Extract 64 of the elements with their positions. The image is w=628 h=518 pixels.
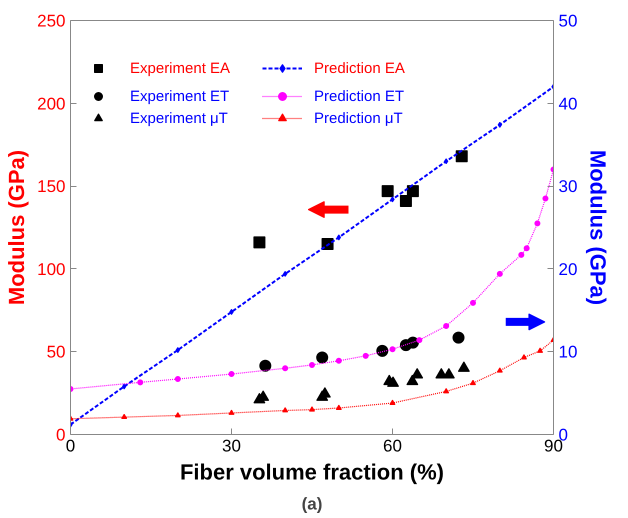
point xyxy=(376,344,388,357)
x-tick-label: 30 xyxy=(222,436,241,456)
point xyxy=(362,352,369,359)
legend-label: Experiment μT xyxy=(130,110,229,126)
point xyxy=(282,365,288,372)
point xyxy=(282,407,288,412)
y-tick-label: 200 xyxy=(37,94,66,114)
point xyxy=(390,400,396,405)
point xyxy=(121,414,128,420)
y-tick-label: 250 xyxy=(37,12,66,30)
point xyxy=(443,323,450,330)
point xyxy=(336,358,342,364)
point xyxy=(390,346,396,352)
point xyxy=(309,362,315,368)
point xyxy=(174,412,181,418)
legend-label: Prediction μT xyxy=(314,110,404,126)
point xyxy=(382,185,394,198)
point xyxy=(411,368,424,379)
point xyxy=(229,308,234,315)
text: (a) xyxy=(302,494,322,514)
point xyxy=(406,185,419,198)
point xyxy=(253,236,266,248)
y2-tick-label: 20 xyxy=(558,260,578,279)
point xyxy=(456,150,468,162)
point xyxy=(387,376,400,387)
point xyxy=(458,361,470,372)
point xyxy=(518,252,524,258)
point xyxy=(316,352,328,364)
point xyxy=(443,388,450,394)
y2-tick-label: 10 xyxy=(558,342,578,362)
x-axis-title: Fiber volume fraction (%) xyxy=(180,460,444,484)
point xyxy=(416,337,422,344)
point xyxy=(470,380,476,386)
point xyxy=(390,196,395,202)
point xyxy=(336,404,342,410)
legend-label: Experiment EA xyxy=(130,60,232,76)
point xyxy=(542,196,548,202)
point xyxy=(496,270,503,277)
point xyxy=(137,379,144,386)
point xyxy=(228,410,234,415)
point xyxy=(259,360,272,372)
y-axis-title: Modulus (GPa) xyxy=(4,150,30,306)
y2-axis-title: Modulus (GPa) xyxy=(585,150,610,306)
point xyxy=(524,245,530,252)
y2-tick-label: 40 xyxy=(558,94,578,114)
point xyxy=(400,195,412,208)
point xyxy=(520,354,527,360)
y2-tick-label: 50 xyxy=(558,12,578,30)
legend-label: Experiment ET xyxy=(130,88,230,104)
point xyxy=(228,371,234,378)
legend-label: Prediction EA xyxy=(314,60,406,76)
y-tick-label: 150 xyxy=(37,177,66,196)
point xyxy=(534,220,540,226)
point xyxy=(309,406,315,412)
point xyxy=(174,376,181,382)
y-tick-label: 100 xyxy=(37,260,66,279)
point xyxy=(452,332,465,344)
point xyxy=(537,347,544,353)
point xyxy=(470,300,476,306)
y-tick-label: 50 xyxy=(46,342,66,362)
x-tick-label: 60 xyxy=(383,436,402,456)
legend-label: Prediction ET xyxy=(314,88,406,104)
point xyxy=(496,367,503,373)
y2-tick-label: 30 xyxy=(558,177,578,196)
